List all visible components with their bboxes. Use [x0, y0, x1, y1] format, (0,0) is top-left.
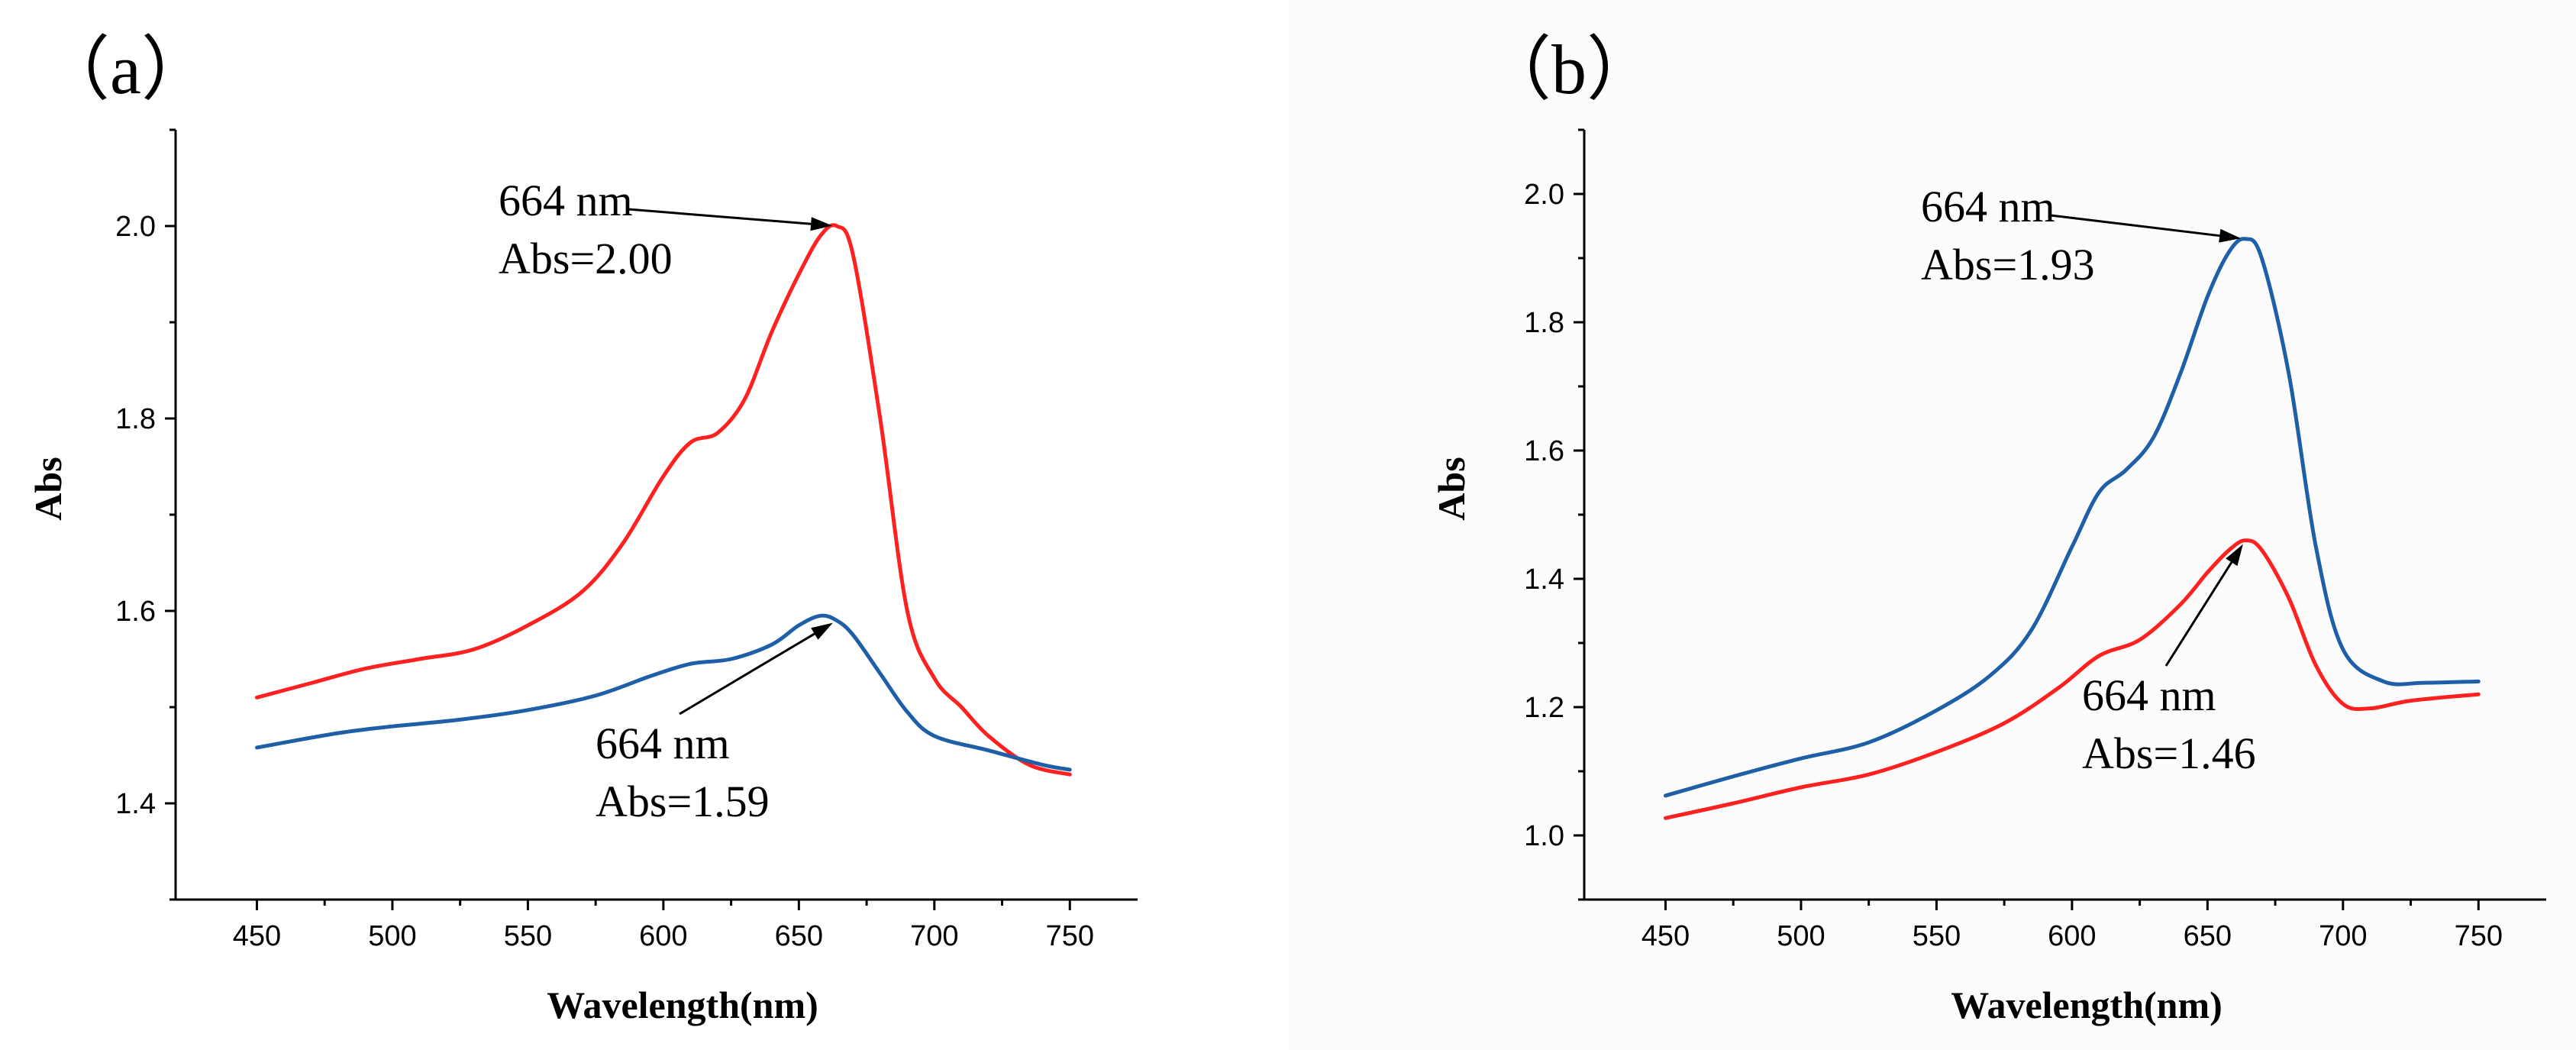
annotation-arrow [2050, 214, 2225, 237]
panel-b-background [1288, 0, 2576, 1050]
y-tick-label: 1.2 [1524, 692, 1564, 724]
x-tick-label: 550 [504, 920, 552, 952]
annotation-text: Abs=1.93 [1921, 240, 2095, 289]
x-tick-label: 650 [775, 920, 823, 952]
panel-a-annotations: 664 nm Abs=2.00 664 nm Abs=1.59 [499, 176, 833, 826]
panel-a-label: （a） [40, 31, 211, 108]
panel-b-label: （b） [1481, 31, 1657, 108]
panel-b: （b） 450 500 550 600 650 700 750 1.0 1.2 1.4 1.6 1.8… [1430, 31, 2546, 1026]
annotation-arrowhead [810, 217, 833, 231]
panel-b-series [1663, 237, 2481, 820]
panel-b-x-axis-title: Wavelength(nm) [1951, 984, 2223, 1026]
annotation-text: 664 nm [499, 176, 633, 225]
y-tick-label: 1.0 [1524, 820, 1564, 852]
x-tick-label: 700 [2319, 920, 2367, 952]
annotation-text: Abs=1.59 [596, 777, 770, 826]
annotation-arrow [628, 208, 816, 226]
y-tick-label: 1.4 [1524, 564, 1564, 596]
series-line-red [1663, 538, 2481, 820]
y-tick-label: 2.0 [115, 211, 156, 243]
panel-a-x-axis-title: Wavelength(nm) [547, 984, 818, 1026]
series-line-red [254, 223, 1072, 777]
annotation-arrow [679, 630, 819, 716]
x-tick-label: 450 [1641, 920, 1690, 952]
annotation-text: 664 nm [2082, 670, 2216, 720]
x-tick-label: 450 [233, 920, 281, 952]
annotation-text: 664 nm [1921, 182, 2055, 231]
x-tick-label: 750 [1046, 920, 1094, 952]
y-tick-label: 1.6 [1524, 435, 1564, 467]
y-tick-label: 2.0 [1524, 179, 1564, 211]
annotation-arrowhead [811, 622, 833, 640]
annotation-text: Abs=2.00 [499, 234, 673, 283]
x-tick-label: 650 [2184, 920, 2232, 952]
annotation-arrowhead [2226, 544, 2243, 567]
x-tick-label: 700 [910, 920, 958, 952]
panel-a-series [254, 223, 1072, 777]
annotation-arrow [2164, 557, 2235, 667]
y-tick-label: 1.6 [115, 596, 156, 628]
x-tick-label: 550 [1913, 920, 1961, 952]
series-line-blue [1663, 237, 2481, 798]
panel-a-ticks: 450 500 550 600 650 700 750 1.4 1.6 1.8 2.0 [115, 128, 1094, 952]
panel-b-annotations: 664 nm Abs=1.93 664 nm Abs=1.46 [1921, 182, 2256, 778]
x-tick-label: 600 [2048, 920, 2096, 952]
y-tick-label: 1.4 [115, 788, 156, 820]
x-tick-label: 500 [368, 920, 416, 952]
panel-b-ticks: 450 500 550 600 650 700 750 1.0 1.2 1.4 1.6 1.8 2.0 [1524, 128, 2503, 952]
panel-a-y-axis-title: Abs [27, 457, 69, 520]
x-tick-label: 750 [2455, 920, 2503, 952]
annotation-text: 664 nm [596, 719, 730, 768]
annotation-arrowhead [2219, 228, 2242, 243]
y-tick-label: 1.8 [1524, 307, 1564, 339]
x-tick-label: 600 [639, 920, 687, 952]
annotation-text: Abs=1.46 [2082, 729, 2256, 778]
panel-a: （a） 450 500 550 600 650 700 750 1.4 1.6 1.8 2.0 66… [27, 31, 1138, 1026]
y-tick-label: 1.8 [115, 403, 156, 435]
series-line-blue [254, 613, 1072, 772]
x-tick-label: 500 [1777, 920, 1825, 952]
panel-b-y-axis-title: Abs [1430, 457, 1473, 520]
